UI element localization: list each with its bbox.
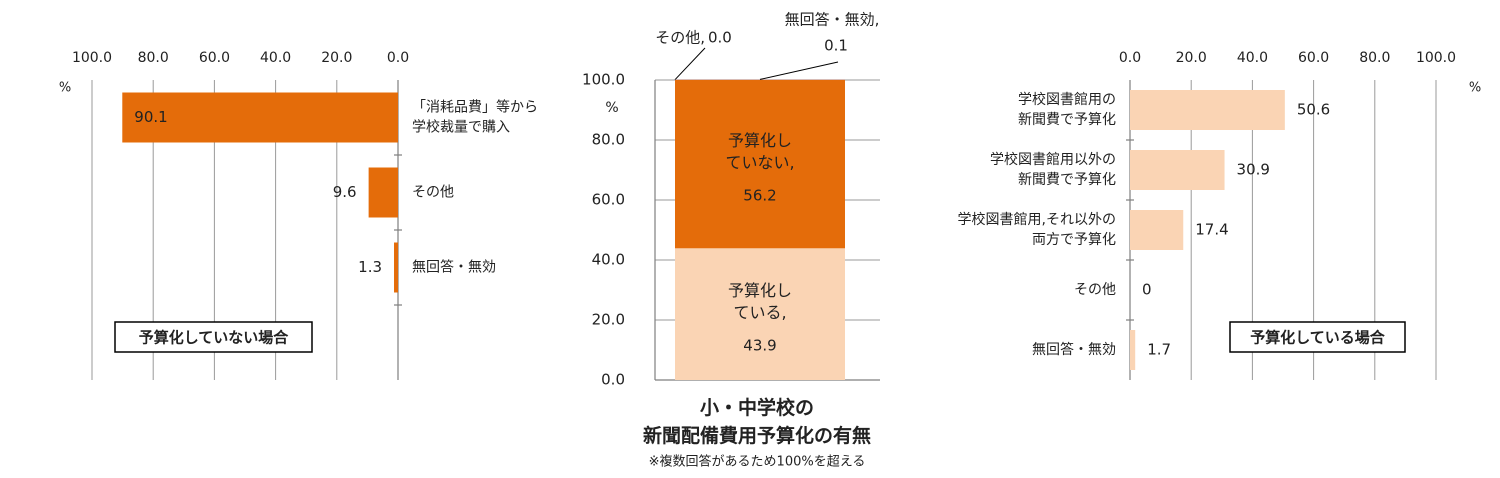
category-label: 学校図書館用以外の新聞費で予算化 bbox=[990, 151, 1116, 188]
annotation-box bbox=[1229, 321, 1406, 353]
value-label: 50.6 bbox=[1297, 101, 1330, 119]
category-label: 無回答・無効 bbox=[1032, 341, 1116, 358]
category-label: 「消耗品費」等から学校裁量で購入 bbox=[412, 99, 538, 136]
value-label: 43.9 bbox=[743, 337, 776, 355]
x-tick-label: 0.0 bbox=[1119, 50, 1141, 66]
value-label: 0.1 bbox=[824, 37, 848, 55]
segment-label: その他, bbox=[655, 29, 705, 47]
y-tick-label: 20.0 bbox=[592, 311, 625, 329]
bar bbox=[1130, 150, 1225, 190]
value-label: 0.0 bbox=[708, 29, 732, 47]
segment-label: 無回答・無効, bbox=[785, 11, 880, 29]
category-label: 学校図書館用の新聞費で予算化 bbox=[1018, 91, 1116, 128]
value-label: 1.3 bbox=[358, 258, 382, 276]
annotation: 予算化していない場合 bbox=[139, 329, 290, 347]
x-tick-label: 60.0 bbox=[1298, 50, 1329, 66]
x-tick-label: 80.0 bbox=[1359, 50, 1390, 66]
x-tick-label: 20.0 bbox=[321, 50, 352, 66]
segment-label: 予算化していない, bbox=[725, 131, 794, 172]
bar bbox=[122, 92, 398, 143]
annotation-box bbox=[114, 321, 313, 353]
bar bbox=[1130, 330, 1136, 370]
value-label: 9.6 bbox=[333, 183, 357, 201]
y-tick-label: 100.0 bbox=[582, 71, 625, 89]
annotation: 予算化している場合 bbox=[1250, 329, 1386, 347]
category-label: その他 bbox=[412, 185, 454, 201]
category-label: 学校図書館用,それ以外の両方で予算化 bbox=[958, 211, 1116, 248]
bar bbox=[394, 242, 398, 293]
y-tick-label: 60.0 bbox=[592, 191, 625, 209]
x-tick-label: 0.0 bbox=[387, 50, 409, 66]
category-label: 無回答・無効 bbox=[412, 259, 496, 276]
chart-title: 小・中学校の新聞配備費用予算化の有無 bbox=[643, 396, 871, 447]
value-label: 0 bbox=[1142, 281, 1152, 299]
axis-unit: % bbox=[605, 100, 618, 116]
chart-note: ※複数回答があるため100%を超える bbox=[649, 454, 866, 470]
value-label: 1.7 bbox=[1147, 341, 1171, 359]
x-tick-label: 100.0 bbox=[72, 50, 112, 66]
y-tick-label: 80.0 bbox=[592, 131, 625, 149]
bar-segment bbox=[675, 79, 845, 249]
y-tick-label: 0.0 bbox=[601, 371, 625, 389]
x-tick-label: 20.0 bbox=[1176, 50, 1207, 66]
x-tick-label: 40.0 bbox=[260, 50, 291, 66]
y-tick-label: 40.0 bbox=[592, 251, 625, 269]
x-tick-label: 100.0 bbox=[1416, 50, 1456, 66]
axis-unit: % bbox=[1469, 81, 1481, 96]
bar bbox=[1130, 210, 1184, 250]
bar bbox=[1130, 90, 1285, 130]
x-tick-label: 40.0 bbox=[1237, 50, 1268, 66]
leader-line bbox=[674, 47, 706, 81]
bar-segment bbox=[675, 248, 845, 380]
leader-line bbox=[759, 61, 839, 80]
x-tick-label: 80.0 bbox=[138, 50, 169, 66]
x-tick-label: 60.0 bbox=[199, 50, 230, 66]
bar bbox=[368, 167, 398, 218]
value-label: 90.1 bbox=[134, 108, 167, 126]
axis-unit: % bbox=[59, 81, 71, 96]
segment-label: 予算化している, bbox=[728, 281, 792, 322]
value-label: 30.9 bbox=[1237, 161, 1270, 179]
category-label: その他 bbox=[1074, 282, 1116, 298]
value-label: 56.2 bbox=[743, 187, 776, 205]
value-label: 17.4 bbox=[1195, 221, 1228, 239]
